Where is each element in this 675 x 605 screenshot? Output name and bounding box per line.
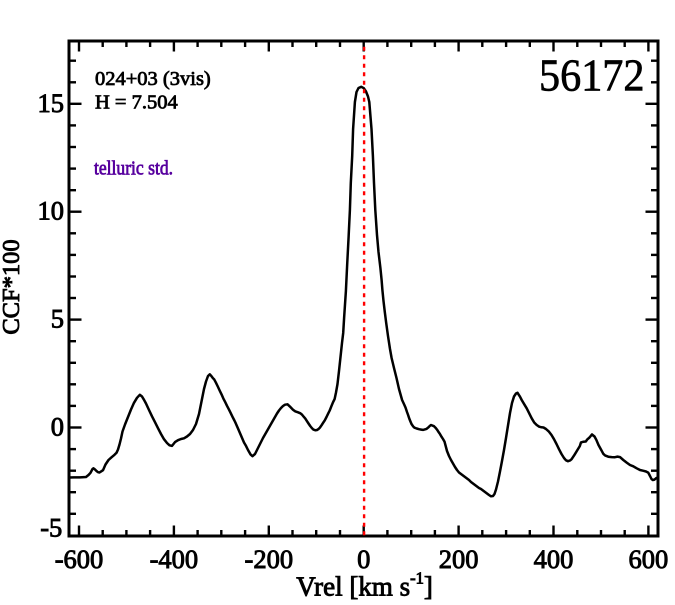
svg-text:56172: 56172 xyxy=(539,50,645,101)
svg-text:5: 5 xyxy=(51,304,64,334)
svg-text:10: 10 xyxy=(38,196,65,226)
svg-text:H = 7.504: H = 7.504 xyxy=(95,92,178,114)
svg-text:15: 15 xyxy=(38,88,65,118)
svg-text:200: 200 xyxy=(439,544,479,574)
svg-text:600: 600 xyxy=(629,544,669,574)
svg-text:telluric std.: telluric std. xyxy=(94,158,173,180)
svg-text:024+03 (3vis): 024+03 (3vis) xyxy=(95,68,211,90)
svg-text:CCF*100: CCF*100 xyxy=(0,239,25,334)
svg-text:0: 0 xyxy=(357,544,370,574)
svg-text:400: 400 xyxy=(534,544,574,574)
svg-text:-5: -5 xyxy=(40,513,62,543)
svg-text:0: 0 xyxy=(51,412,64,442)
svg-text:-600: -600 xyxy=(55,544,104,574)
svg-text:-400: -400 xyxy=(150,544,199,574)
svg-text:-200: -200 xyxy=(245,544,294,574)
